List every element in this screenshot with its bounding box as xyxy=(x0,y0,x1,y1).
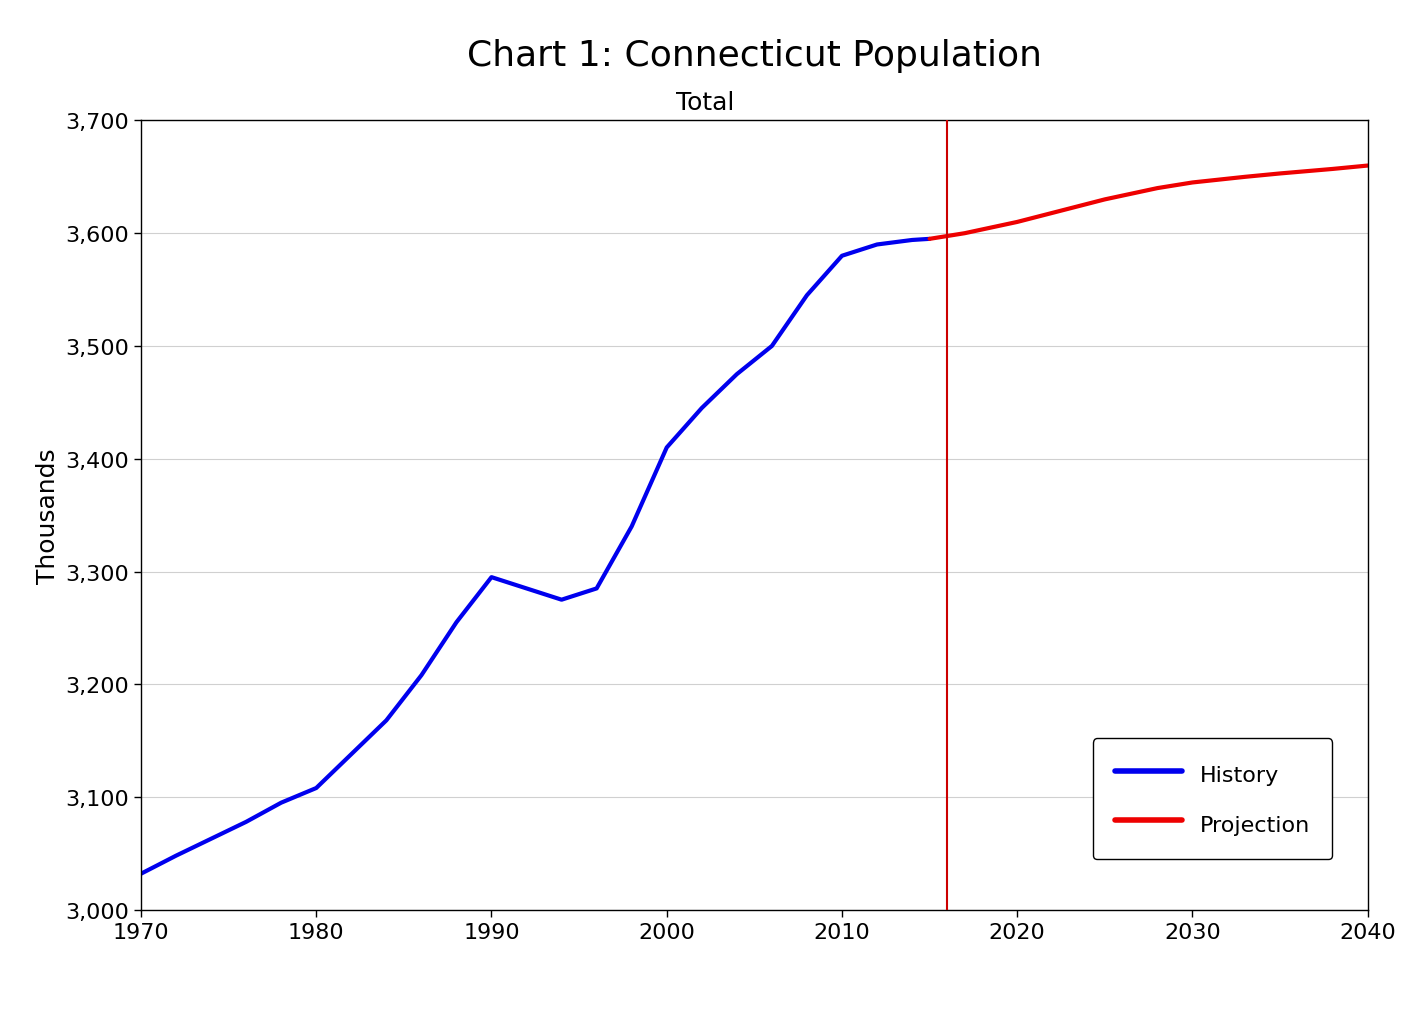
Projection xyxy=(1272,168,1289,180)
Projection xyxy=(1149,183,1166,195)
Title: Chart 1: Connecticut Population: Chart 1: Connecticut Population xyxy=(467,38,1042,73)
History xyxy=(378,715,395,727)
History xyxy=(658,442,675,454)
Legend: History, Projection: History, Projection xyxy=(1093,739,1332,859)
Projection xyxy=(921,234,938,246)
History xyxy=(343,748,360,760)
Line: History: History xyxy=(141,240,929,874)
History xyxy=(798,290,815,302)
History xyxy=(448,617,465,629)
Projection xyxy=(1008,216,1025,228)
History xyxy=(833,251,850,263)
History xyxy=(553,594,570,607)
History xyxy=(623,521,640,533)
History xyxy=(307,783,324,795)
Projection xyxy=(1062,203,1079,215)
History xyxy=(203,833,220,845)
Line: Projection: Projection xyxy=(929,167,1368,240)
Y-axis label: Thousands: Thousands xyxy=(35,448,59,583)
Projection xyxy=(1097,194,1114,206)
History xyxy=(869,240,885,252)
Projection xyxy=(1184,177,1201,189)
History xyxy=(168,850,185,862)
Projection xyxy=(1324,164,1341,176)
Projection xyxy=(956,227,973,240)
History xyxy=(517,582,534,594)
History xyxy=(484,571,501,583)
History xyxy=(272,797,289,809)
Projection xyxy=(1359,161,1376,173)
History xyxy=(904,235,921,247)
History xyxy=(921,234,938,246)
Projection xyxy=(1237,172,1253,184)
History xyxy=(763,341,780,353)
History xyxy=(729,369,746,381)
History xyxy=(413,669,430,681)
History xyxy=(694,402,711,415)
History xyxy=(133,867,149,880)
History xyxy=(238,816,255,828)
Text: Total: Total xyxy=(675,91,735,115)
History xyxy=(588,582,605,594)
